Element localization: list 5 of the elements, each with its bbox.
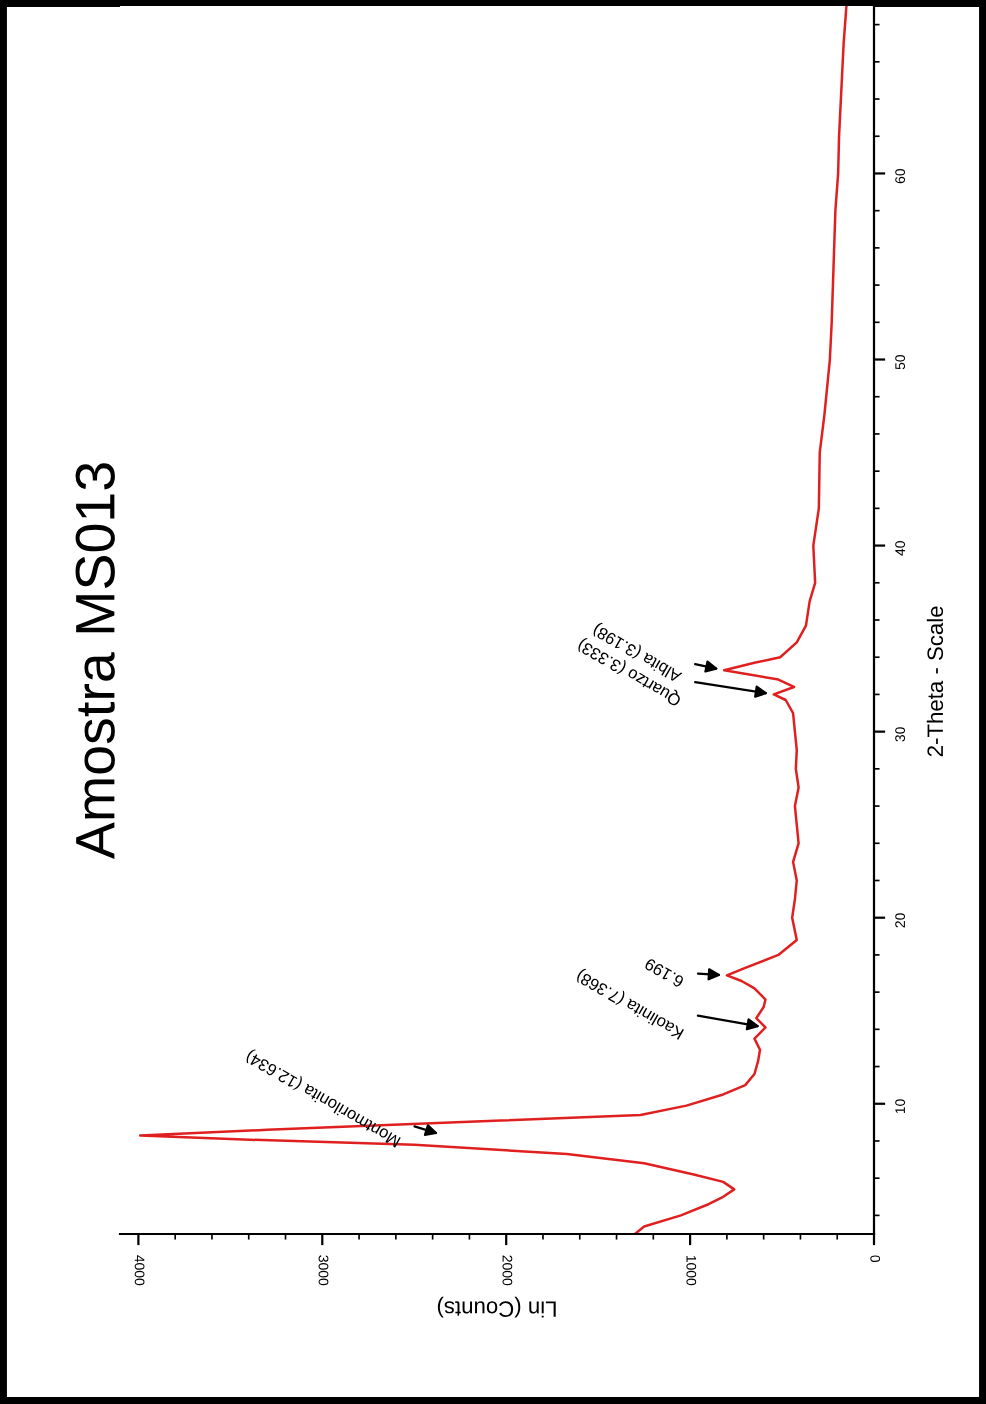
line-series <box>138 6 848 1234</box>
x-axis-title: Lin (Counts) <box>437 1296 556 1318</box>
text: Amostra MS013 <box>75 463 115 860</box>
y-axis-title: 2-Theta - Scale <box>926 606 944 757</box>
annotation: 6.199 <box>643 957 685 989</box>
